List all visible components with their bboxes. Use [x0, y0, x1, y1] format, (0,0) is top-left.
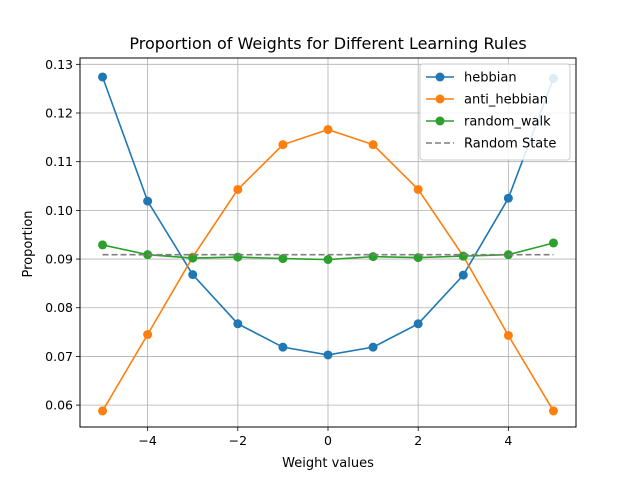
- data-point-anti-hebbian: [98, 406, 108, 416]
- data-point-random-walk: [458, 251, 468, 261]
- y-tick-label: 0.10: [45, 203, 73, 218]
- legend-item-random-state: Random State: [426, 137, 556, 152]
- legend-item-anti-hebbian: anti_hebbian: [426, 93, 548, 108]
- y-tick-label: 0.06: [45, 398, 73, 413]
- data-point-hebbian: [458, 270, 468, 280]
- series-layer: [98, 72, 558, 416]
- data-point-hebbian: [188, 270, 198, 280]
- data-point-anti-hebbian: [278, 140, 288, 150]
- y-axis-label: Proportion: [21, 210, 36, 277]
- legend-box: [419, 63, 571, 161]
- legend-item-hebbian: hebbian: [426, 71, 517, 86]
- data-point-anti-hebbian: [503, 330, 513, 340]
- data-point-anti-hebbian: [233, 184, 243, 194]
- data-point-hebbian: [98, 72, 108, 82]
- data-point-hebbian: [368, 342, 378, 352]
- legend-marker: [435, 94, 445, 104]
- y-axis-ticks: 0.06 0.07 0.08 0.09 0.10 0.11 0.12 0.13: [45, 57, 80, 413]
- x-tick-label: −4: [138, 433, 156, 448]
- data-point-anti-hebbian: [323, 125, 333, 135]
- y-tick-label: 0.12: [45, 106, 73, 121]
- x-axis-ticks: −4 −2 0 2 4: [138, 427, 512, 448]
- x-tick-label: −2: [229, 433, 247, 448]
- data-point-hebbian: [503, 193, 513, 203]
- x-axis-label: Weight values: [282, 456, 374, 471]
- data-point-hebbian: [143, 196, 153, 206]
- y-tick-label: 0.13: [45, 57, 73, 72]
- legend-label: hebbian: [464, 71, 517, 86]
- x-tick-label: 4: [504, 433, 512, 448]
- y-tick-label: 0.07: [45, 349, 73, 364]
- x-tick-label: 0: [324, 433, 332, 448]
- data-point-hebbian: [413, 319, 423, 329]
- legend-label: anti_hebbian: [464, 93, 548, 108]
- chart-title: Proportion of Weights for Different Lear…: [129, 34, 526, 53]
- data-point-random-walk: [368, 252, 378, 262]
- y-tick-label: 0.09: [45, 252, 73, 267]
- legend-label: random_walk: [464, 115, 551, 130]
- data-point-random-walk: [188, 253, 198, 263]
- data-point-anti-hebbian: [413, 184, 423, 194]
- legend-marker: [435, 72, 445, 82]
- data-point-random-walk: [323, 255, 333, 265]
- y-tick-label: 0.11: [45, 154, 73, 169]
- data-point-hebbian: [278, 342, 288, 352]
- data-point-random-walk: [278, 254, 288, 264]
- data-point-random-walk: [548, 238, 558, 248]
- data-point-hebbian: [323, 350, 333, 360]
- series-hebbian: [98, 72, 558, 360]
- data-point-random-walk: [98, 240, 108, 250]
- data-point-anti-hebbian: [368, 140, 378, 150]
- data-point-anti-hebbian: [548, 406, 558, 416]
- legend-item-random-walk: random_walk: [426, 115, 551, 130]
- data-point-anti-hebbian: [143, 330, 153, 340]
- legend: hebbian anti_hebbian random_walk Random Sta…: [419, 63, 571, 161]
- legend-label: Random State: [464, 137, 556, 152]
- y-tick-label: 0.08: [45, 300, 73, 315]
- legend-marker: [435, 116, 445, 126]
- data-point-hebbian: [233, 319, 243, 329]
- x-tick-label: 2: [414, 433, 422, 448]
